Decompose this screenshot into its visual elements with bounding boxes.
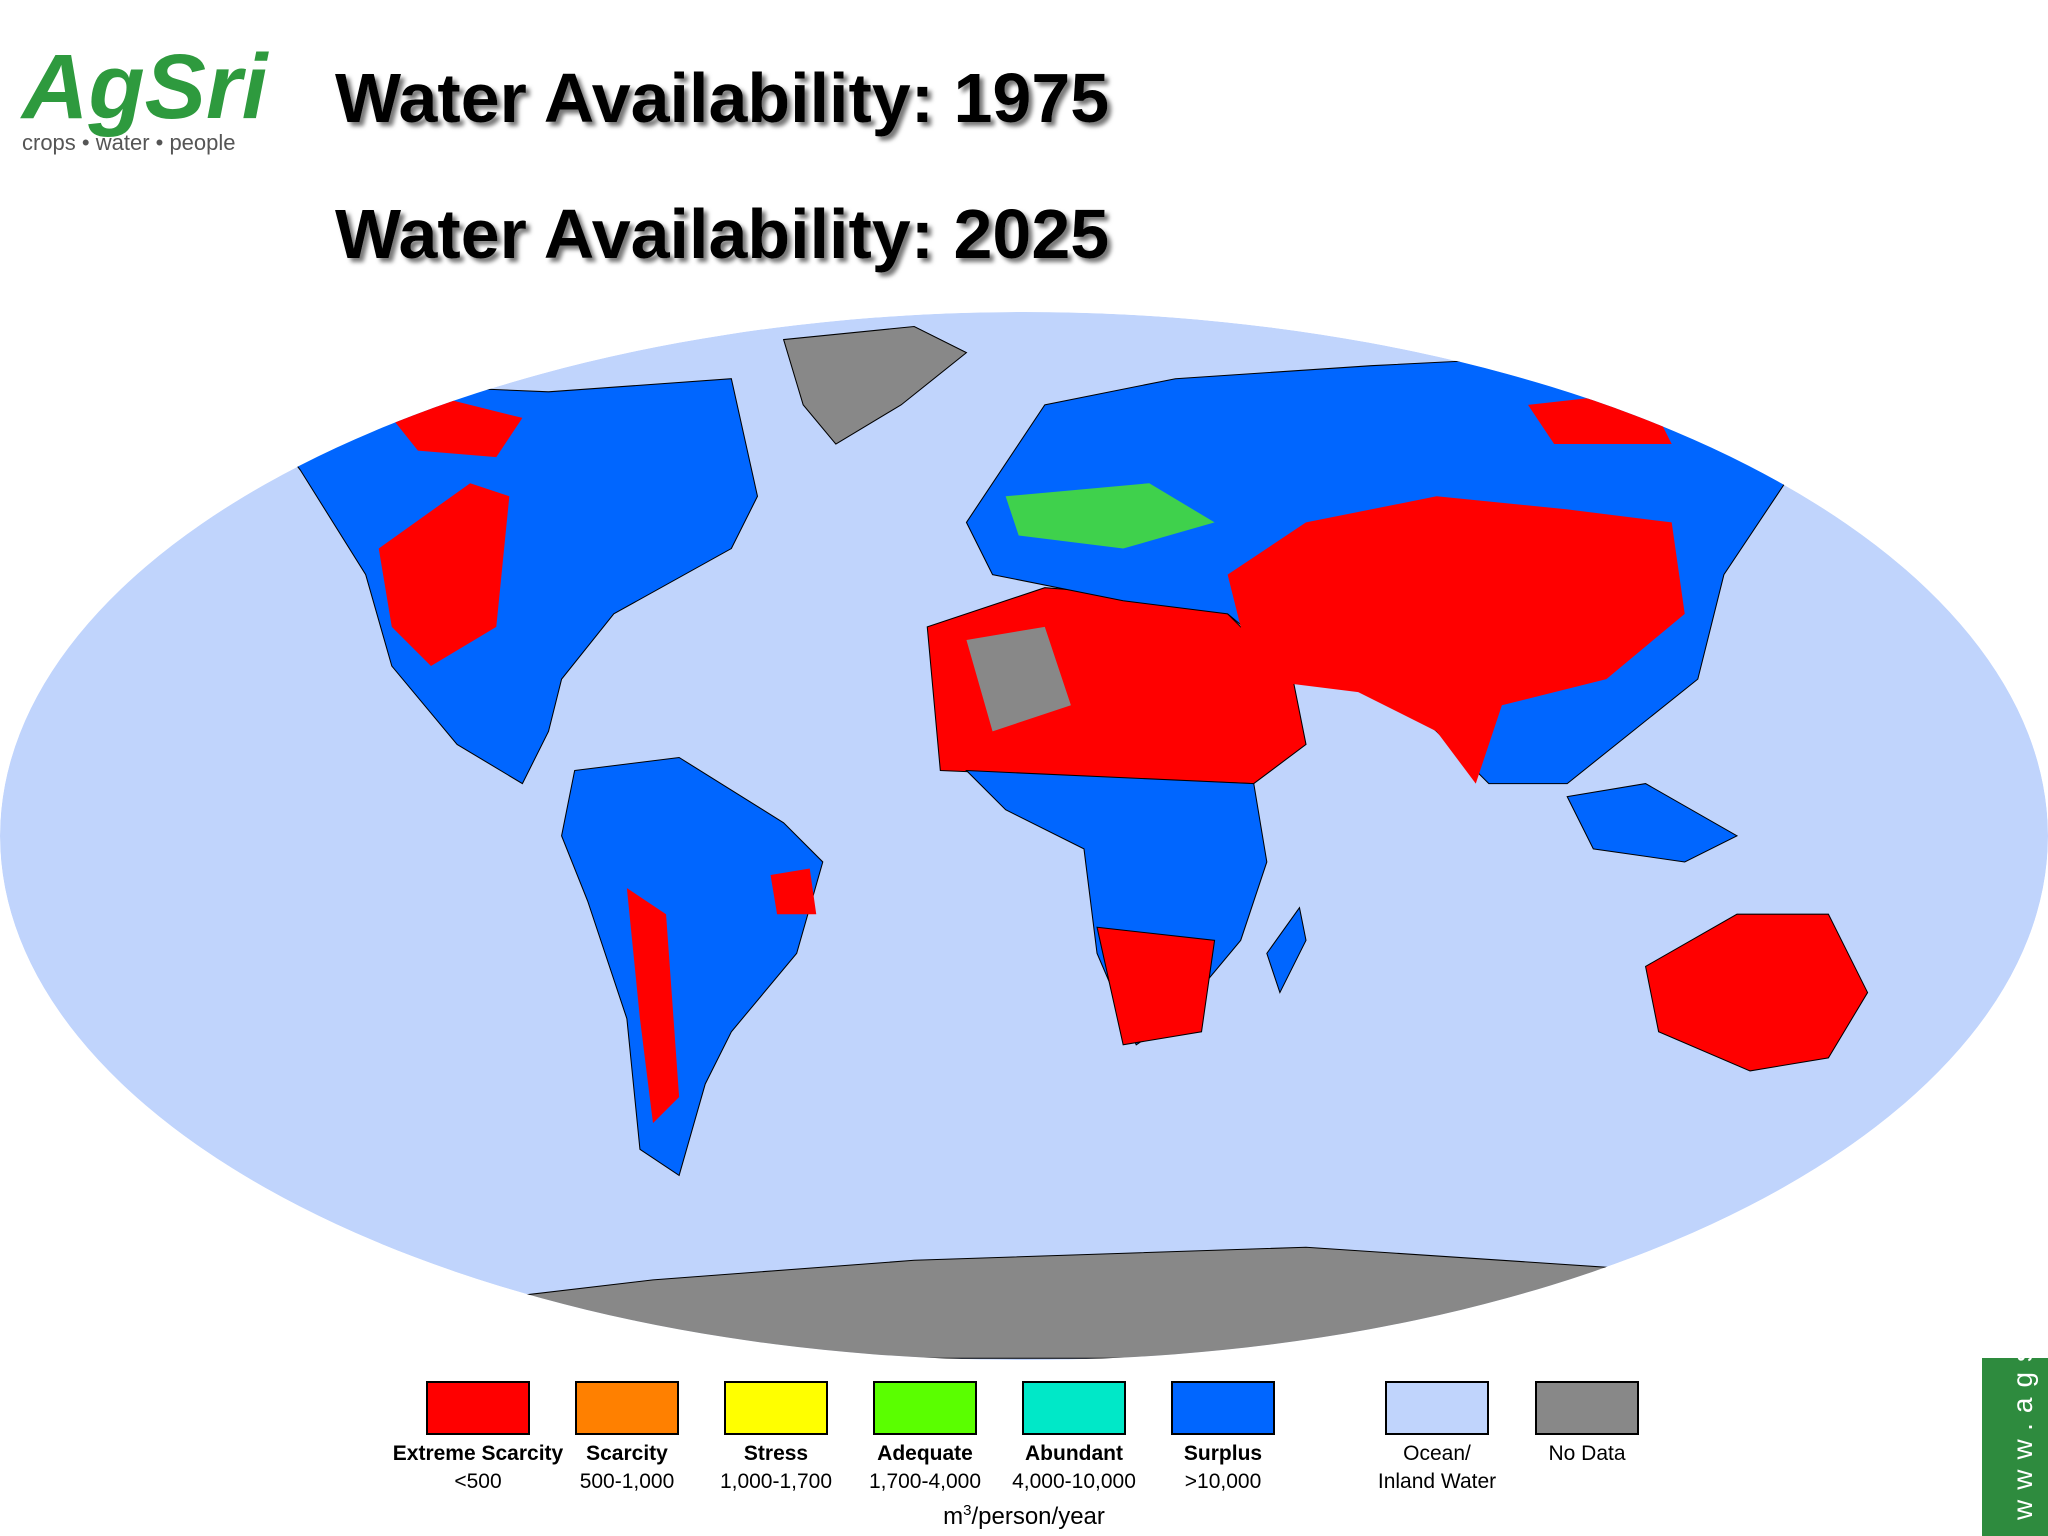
unit-part: /person/year [971,1503,1104,1530]
legend-range: <500 [454,1470,501,1493]
south-america [561,756,824,1177]
legend-unit: m3/person/year [943,1502,1105,1530]
logo-tagline: crops • water • people [22,130,236,155]
legend-label: No Data [1548,1442,1625,1465]
legend-label: Surplus [1184,1442,1262,1465]
legend-swatch [1022,1381,1126,1435]
legend-swatch [873,1381,977,1435]
region [391,398,523,458]
side-tab-text: www.ags [2007,1338,2038,1521]
legend-label: Ocean/ [1403,1442,1471,1465]
title: Water Availability: 2025 [335,195,1109,273]
title: Water Availability: 1975 [335,59,1109,137]
logo-name: AgSri [20,36,270,138]
legend-range: 1,000-1,700 [720,1470,832,1493]
legend-label: Abundant [1025,1442,1123,1465]
legend-swatch [1171,1381,1275,1435]
legend-swatch [724,1381,828,1435]
no-data [966,626,1071,732]
legend-label: Adequate [877,1442,973,1465]
legend-swatch [1535,1381,1639,1435]
legend: Extreme Scarcity <500 Scarcity 500-1,000 Str… [393,1381,1639,1530]
madagascar [1266,906,1307,994]
australia [1644,913,1869,1072]
legend-range: >10,000 [1185,1470,1262,1493]
legend-swatch [426,1381,530,1435]
legend-range: 1,700-4,000 [869,1470,981,1493]
greenland [782,325,968,445]
region [1227,496,1685,784]
side-tab [1982,1358,2048,1536]
legend-label: Stress [744,1442,808,1465]
map [0,312,2048,1360]
southern-africa [1096,926,1216,1046]
legend-swatch [575,1381,679,1435]
north-america [260,378,759,785]
region [378,483,510,667]
region [1005,483,1215,549]
legend-label: Inland Water [1378,1470,1496,1493]
unit-part: m [943,1503,963,1530]
legend-range: 500-1,000 [580,1470,675,1493]
region [626,888,680,1124]
legend-swatch [1385,1381,1489,1435]
legend-label: Extreme Scarcity [393,1442,564,1465]
unit-part: 3 [963,1502,971,1519]
legend-label: Scarcity [586,1442,668,1465]
region [770,868,817,915]
islands [1566,783,1739,863]
legend-range: 4,000-10,000 [1012,1470,1136,1493]
